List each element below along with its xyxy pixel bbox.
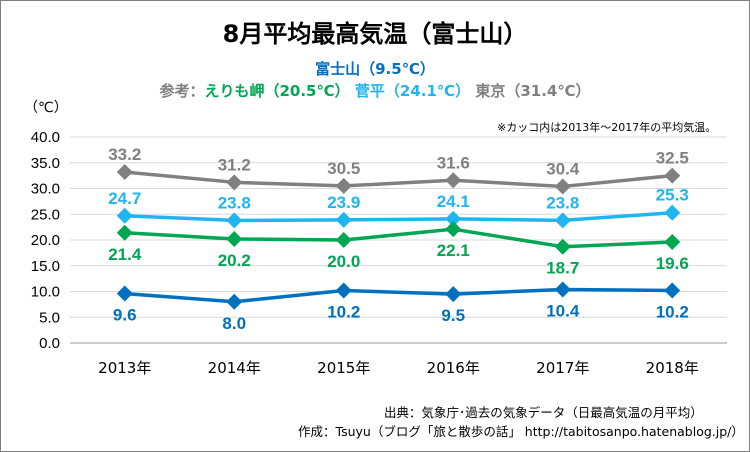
chart-title: 8月平均最高気温（富士山） bbox=[222, 20, 528, 48]
data-point bbox=[445, 221, 462, 238]
data-point bbox=[335, 211, 352, 228]
data-label: 25.3 bbox=[656, 186, 689, 205]
x-tick-label: 2015年 bbox=[317, 359, 370, 377]
series-line bbox=[124, 170, 673, 189]
data-point bbox=[116, 207, 133, 224]
data-point bbox=[664, 204, 681, 221]
data-label: 23.9 bbox=[327, 193, 360, 212]
data-label: 21.4 bbox=[108, 245, 142, 264]
y-tick-label: 15.0 bbox=[31, 258, 60, 275]
data-point bbox=[554, 212, 571, 229]
data-label: 31.6 bbox=[437, 153, 470, 172]
data-label: 20.0 bbox=[327, 252, 360, 271]
source-credit: 出典：気象庁･過去の気象データ（日最高気温の月平均） bbox=[384, 405, 703, 420]
data-label: 20.2 bbox=[218, 251, 251, 270]
data-point bbox=[554, 178, 571, 195]
series-line bbox=[124, 227, 673, 249]
data-label: 30.4 bbox=[546, 159, 580, 178]
y-tick-label: 10.0 bbox=[31, 284, 60, 301]
y-tick-label: 25.0 bbox=[31, 206, 60, 223]
data-label: 23.8 bbox=[218, 193, 251, 212]
y-tick-label: 40.0 bbox=[31, 129, 60, 146]
data-label: 18.7 bbox=[546, 259, 579, 278]
data-point bbox=[554, 281, 571, 298]
data-label: 30.5 bbox=[327, 159, 360, 178]
data-point bbox=[664, 282, 681, 299]
reference-sugadaira: 菅平（24.1℃） bbox=[354, 82, 471, 100]
data-point bbox=[554, 238, 571, 255]
data-point bbox=[445, 286, 462, 303]
data-label: 8.0 bbox=[222, 314, 246, 333]
data-label: 23.8 bbox=[546, 193, 579, 212]
data-point bbox=[445, 172, 462, 189]
data-label: 31.2 bbox=[218, 155, 251, 174]
data-label: 10.4 bbox=[546, 301, 580, 320]
y-tick-label: 35.0 bbox=[31, 155, 60, 172]
data-point bbox=[226, 230, 243, 247]
data-point bbox=[445, 210, 462, 227]
data-label: 10.2 bbox=[656, 302, 689, 321]
data-label: 24.7 bbox=[108, 189, 141, 208]
chart-note: ※カッコ内は2013年～2017年の平均気温。 bbox=[497, 121, 717, 134]
data-point bbox=[664, 234, 681, 251]
x-tick-label: 2014年 bbox=[208, 359, 261, 377]
data-point bbox=[226, 212, 243, 229]
data-point bbox=[226, 293, 243, 310]
chart-subtitle-reference: 参考：えりも岬（20.5℃） 菅平（24.1℃） 東京（31.4℃） bbox=[0, 80, 750, 101]
data-point bbox=[664, 167, 681, 184]
data-label: 9.5 bbox=[441, 306, 465, 325]
y-tick-label: 0.0 bbox=[39, 335, 60, 352]
x-tick-label: 2013年 bbox=[98, 359, 151, 377]
data-label: 19.6 bbox=[656, 254, 689, 273]
x-tick-label: 2017年 bbox=[536, 359, 589, 377]
data-label: 9.6 bbox=[113, 306, 137, 325]
chart-subtitle-main: 富士山（9.5℃） bbox=[315, 60, 435, 78]
y-tick-label: 20.0 bbox=[31, 232, 60, 249]
y-axis-unit: （℃） bbox=[24, 100, 68, 116]
reference-tokyo: 東京（31.4℃） bbox=[475, 82, 591, 100]
data-point bbox=[226, 174, 243, 191]
reference-prefix: 参考： bbox=[159, 82, 205, 100]
author-credit: 作成：Tsuyu（ブログ「旅と散歩の話」 http://tabitosanpo.… bbox=[298, 424, 744, 439]
y-tick-label: 5.0 bbox=[39, 309, 60, 326]
data-point bbox=[335, 282, 352, 299]
series-line bbox=[124, 210, 673, 223]
x-tick-label: 2016年 bbox=[427, 359, 480, 377]
x-tick-label: 2018年 bbox=[646, 359, 699, 377]
data-point bbox=[335, 177, 352, 194]
data-label: 33.2 bbox=[108, 145, 141, 164]
data-label: 24.1 bbox=[437, 192, 470, 211]
data-point bbox=[116, 164, 133, 181]
data-label: 22.1 bbox=[437, 241, 470, 260]
data-label: 10.2 bbox=[327, 302, 360, 321]
series-line bbox=[124, 287, 673, 304]
data-point bbox=[116, 285, 133, 302]
data-point bbox=[335, 232, 352, 248]
data-label: 32.5 bbox=[656, 149, 689, 168]
data-point bbox=[116, 224, 133, 241]
y-tick-label: 30.0 bbox=[31, 181, 60, 198]
reference-erimo: えりも岬（20.5℃） bbox=[204, 82, 350, 100]
